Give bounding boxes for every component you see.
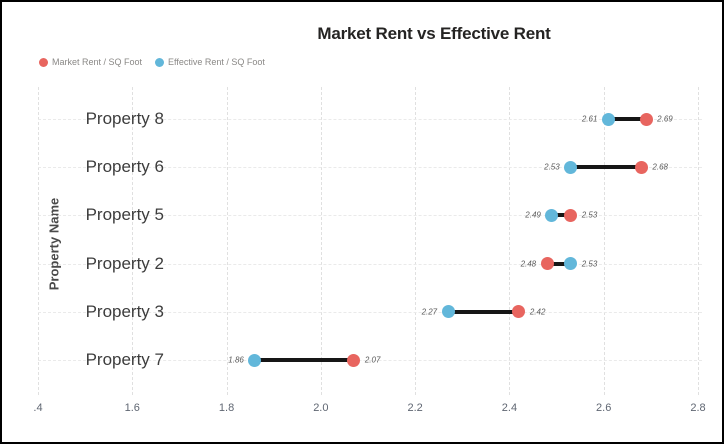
- x-tick-label: 2.8: [690, 402, 706, 414]
- vertical-gridline: [603, 87, 605, 395]
- y-category-label: Property 6: [85, 157, 164, 177]
- horizontal-gridline: [38, 360, 702, 361]
- data-label: 2.53: [581, 259, 598, 269]
- y-category-label: Property 2: [85, 253, 164, 273]
- data-label: 2.53: [581, 210, 598, 220]
- market-dot[interactable]: [634, 160, 648, 174]
- x-tick-label: 2.0: [313, 402, 329, 414]
- data-label: 2.68: [652, 162, 668, 172]
- vertical-gridline: [132, 87, 134, 395]
- data-label: 2.07: [364, 355, 381, 365]
- vertical-gridline: [415, 87, 417, 395]
- vertical-gridline: [509, 87, 511, 395]
- effective-dot[interactable]: [564, 160, 578, 174]
- dumbbell-connector: [551, 213, 571, 218]
- effective-dot[interactable]: [564, 257, 578, 271]
- effective-dot[interactable]: [441, 305, 455, 319]
- horizontal-gridline: [38, 119, 702, 120]
- y-category-label: Property 5: [85, 205, 164, 225]
- horizontal-gridline: [38, 167, 702, 169]
- data-label: 2.49: [525, 210, 541, 220]
- y-category-label: Property 8: [85, 109, 164, 128]
- dumbbell-connector: [547, 261, 571, 266]
- horizontal-gridline: [38, 263, 702, 265]
- x-tick-label: .4: [33, 402, 43, 414]
- x-tick-label: 2.2: [407, 402, 423, 414]
- data-label: 2.48: [520, 259, 537, 269]
- market-dot[interactable]: [639, 112, 653, 126]
- y-category-label: Property 3: [85, 301, 164, 321]
- vertical-gridline: [38, 87, 39, 395]
- y-category-label: Property 7: [85, 350, 164, 369]
- dumbbell-connector: [448, 309, 519, 314]
- legend-item-label: Effective Rent / SQ Foot: [168, 57, 265, 67]
- vertical-gridline: [226, 87, 228, 395]
- horizontal-gridline: [38, 215, 702, 217]
- data-label: 2.27: [421, 307, 438, 317]
- effective-dot[interactable]: [601, 112, 615, 126]
- legend-item-market[interactable]: Market Rent / SQ Foot: [39, 57, 142, 67]
- legend-item-effective[interactable]: Effective Rent / SQ Foot: [155, 57, 265, 67]
- vertical-gridline: [698, 87, 699, 395]
- effective-legend-dot-icon: [155, 57, 165, 67]
- legend: Market Rent / SQ Foot Effective Rent / SQ…: [39, 57, 265, 67]
- vertical-gridline: [320, 87, 322, 395]
- market-dot[interactable]: [512, 305, 526, 319]
- market-legend-dot-icon: [39, 57, 48, 67]
- effective-dot[interactable]: [248, 353, 262, 367]
- data-label: 1.86: [228, 355, 244, 365]
- legend-item-label: Market Rent / SQ Foot: [52, 57, 143, 67]
- x-tick-label: 2.4: [501, 402, 518, 414]
- market-dot[interactable]: [347, 353, 361, 367]
- x-tick-label: 1.8: [218, 402, 235, 414]
- data-label: 2.69: [657, 114, 673, 124]
- market-dot[interactable]: [540, 257, 554, 271]
- x-tick-label: 2.6: [596, 402, 612, 414]
- dumbbell-connector: [608, 117, 647, 121]
- data-label: 2.53: [544, 162, 560, 172]
- dumbbell-connector: [570, 165, 642, 170]
- data-label: 2.42: [529, 307, 546, 317]
- horizontal-gridline: [38, 311, 702, 313]
- x-tick-label: 1.6: [124, 402, 140, 414]
- data-label: 2.61: [581, 114, 598, 124]
- chart-title: Market Rent vs Effective Rent: [317, 24, 551, 43]
- dumbbell-connector: [254, 358, 354, 362]
- market-dot[interactable]: [564, 208, 578, 222]
- effective-dot[interactable]: [545, 208, 559, 222]
